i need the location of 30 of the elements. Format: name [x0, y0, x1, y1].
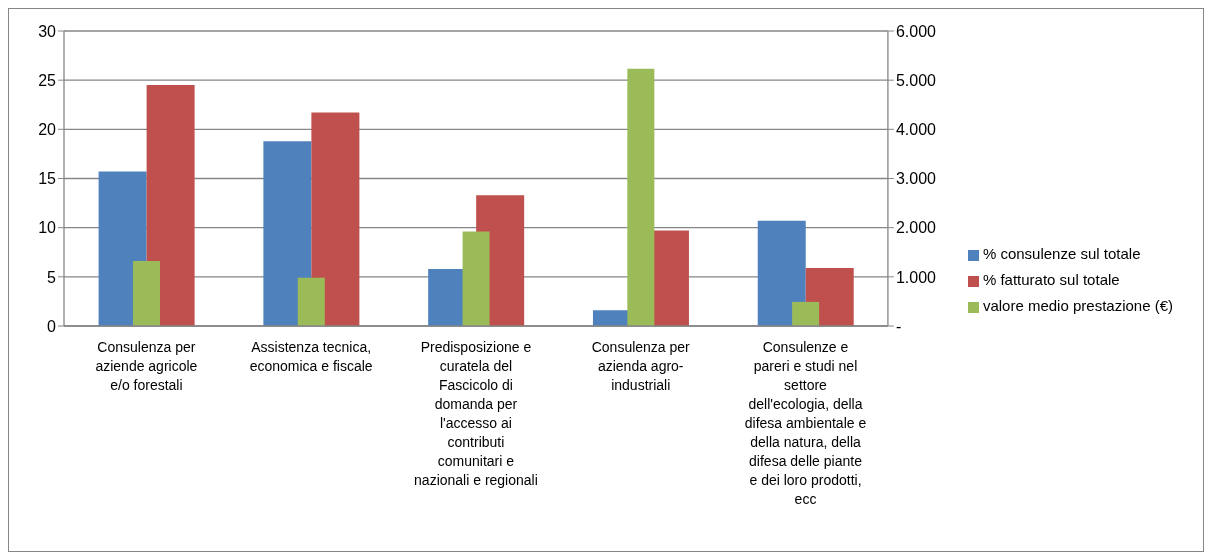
y2-tick-label: 1.000	[895, 268, 937, 286]
y2-tick-label: 5.000	[895, 71, 937, 89]
bar	[792, 301, 820, 326]
bar	[297, 277, 325, 326]
legend-label: % consulenze sul totale	[982, 245, 1141, 262]
legend-label: % fatturato sul totale	[982, 271, 1120, 288]
bar	[146, 85, 195, 326]
bar	[757, 220, 806, 326]
y2-tick-label: 4.000	[895, 121, 937, 139]
bar	[627, 68, 655, 326]
y2-tick-label: 3.000	[895, 170, 937, 188]
x-tick-label: Predisposizione e curatela del Fascicolo di domanda per l'accesso ai contributi comunitari e nazionali e regionali	[414, 339, 538, 488]
y-tick-label: 20	[38, 121, 57, 139]
y-tick-label: 25	[38, 71, 57, 89]
y2-tick-label: 6.000	[895, 22, 937, 40]
bar	[133, 261, 160, 326]
legend-label: valore medio prestazione (€)	[982, 297, 1173, 314]
bar	[263, 141, 312, 326]
bar	[311, 112, 360, 326]
y-tick-label: 5	[47, 268, 57, 286]
y-tick-label: 0	[47, 317, 57, 335]
y-tick-label: 30	[38, 22, 57, 40]
category-label: Consulenze e pareri e studi nel settore dell'ecologia, della difesa ambientale e della natura, della difesa delle piante e dei loro prodotti, ecc	[744, 339, 867, 507]
x-tick-label: Consulenza per aziende agricole e/o forestali	[95, 339, 198, 393]
y2-tick-label: -	[895, 317, 902, 335]
y-tick-label: 10	[38, 219, 57, 237]
x-tick-label: Consulenza per azienda agro-industriali	[591, 339, 691, 393]
y2-tick-label: 2.000	[895, 219, 937, 237]
x-tick-label: Assistenza tecnica, economica e fiscale	[249, 339, 373, 374]
y-tick-label: 15	[38, 170, 57, 188]
